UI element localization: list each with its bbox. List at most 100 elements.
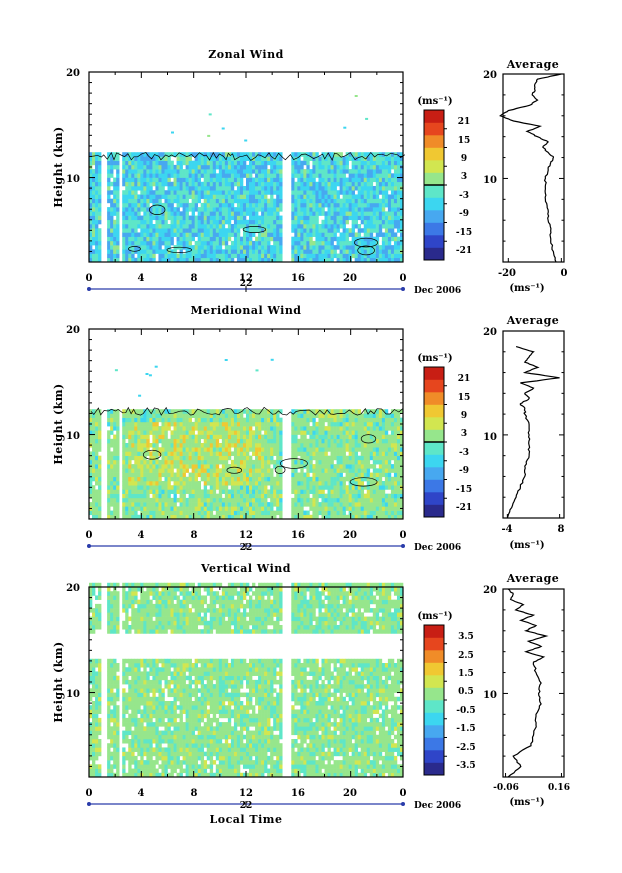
heatmap-cell (113, 434, 117, 440)
heatmap-cell (167, 198, 171, 204)
heatmap-cell (351, 472, 355, 478)
heatmap-cell (182, 232, 186, 237)
heatmap-cell (336, 228, 340, 233)
heatmap-cell (188, 413, 192, 418)
heatmap-cell (252, 443, 256, 448)
heatmap-cell (297, 409, 301, 414)
heatmap-cell (303, 472, 307, 478)
heatmap-cell (176, 464, 180, 469)
heatmap-cell (372, 468, 377, 473)
heatmap-cell (249, 409, 253, 414)
heatmap-cell (167, 240, 171, 246)
heatmap-cell (258, 417, 262, 423)
heatmap-cell (113, 510, 117, 516)
heatmap-cell (227, 510, 232, 516)
heatmap-cell (227, 451, 232, 456)
heatmap-cell (137, 489, 141, 494)
heatmap-cell (158, 502, 162, 507)
heatmap-cell (333, 493, 337, 499)
heatmap-cell (345, 245, 349, 250)
heatmap-cell (212, 497, 217, 503)
x-tick-label: 4 (138, 273, 145, 284)
heatmap-cell (212, 173, 217, 178)
heatmap-cell (276, 502, 280, 507)
heatmap-cell (291, 434, 295, 440)
heatmap-cell (131, 464, 135, 469)
heatmap-cell (258, 447, 262, 452)
heatmap-cell (188, 514, 192, 520)
heatmap-cell (381, 253, 386, 259)
heatmap-cell (224, 152, 229, 157)
heatmap-cell (297, 211, 301, 216)
heatmap-cell (122, 476, 126, 482)
heatmap-cell (236, 169, 241, 174)
heatmap-cell (315, 430, 319, 435)
colorbar-tick-label: -15 (456, 228, 472, 238)
heatmap-cell (206, 497, 211, 503)
x-tick-label: 12 (239, 273, 253, 284)
heatmap-cell (116, 506, 120, 511)
heatmap-cell (233, 211, 238, 216)
heatmap-cell (149, 430, 153, 435)
heatmap-cell (357, 455, 362, 461)
heatmap-cell (200, 249, 205, 254)
heatmap-cell (297, 493, 301, 499)
heatmap-cell (366, 240, 371, 246)
heatmap-cell (258, 207, 262, 212)
heatmap-cell (164, 160, 168, 166)
heatmap-cell (233, 489, 238, 494)
heatmap-cell (348, 434, 352, 440)
heatmap-cell (164, 464, 168, 469)
heatmap-cell (258, 173, 262, 178)
heatmap-cell (351, 451, 355, 456)
heatmap-cell (179, 236, 183, 242)
heatmap-cell (227, 489, 232, 494)
heatmap-cell (89, 245, 93, 250)
heatmap-cell (324, 224, 328, 229)
heatmap-cell (206, 451, 211, 456)
heatmap-cell (152, 177, 156, 183)
heatmap-cell (279, 202, 283, 208)
heatmap-cell (375, 502, 380, 507)
heatmap-cell (113, 481, 117, 486)
heatmap-cell (137, 169, 141, 174)
heatmap-cell (170, 169, 174, 174)
heatmap-cell (158, 169, 162, 174)
heatmap-cell (360, 451, 365, 456)
heatmap-cell (110, 417, 114, 423)
heatmap-cell (393, 506, 398, 511)
heatmap-cell (246, 514, 250, 520)
heatmap-cell (276, 447, 280, 452)
heatmap-cell (378, 485, 383, 490)
heatmap-cell (312, 173, 316, 178)
heatmap-cell (137, 430, 141, 435)
heatmap-cell (276, 459, 280, 465)
heatmap-cell (315, 426, 319, 431)
heatmap-cell (152, 160, 156, 166)
heatmap-cell (212, 485, 217, 490)
heatmap-cell (188, 257, 192, 263)
heatmap-cell (252, 451, 256, 456)
heatmap-cell (375, 202, 380, 208)
heatmap-cell (236, 481, 241, 486)
heatmap-cell (173, 207, 177, 212)
heatmap-cell (393, 249, 398, 254)
heatmap-cell (107, 510, 111, 516)
heatmap-cell (369, 211, 374, 216)
heatmap-cell (306, 160, 310, 166)
heatmap-cell (98, 459, 102, 465)
heatmap-cell (381, 211, 386, 216)
heatmap-cell (215, 447, 220, 452)
heatmap-cell (149, 464, 153, 469)
heatmap-cell (351, 455, 355, 461)
heatmap-cell (255, 228, 259, 233)
heatmap-cell (297, 413, 301, 418)
heatmap-cell (239, 455, 244, 461)
heatmap-cell (164, 438, 168, 444)
heatmap-cell (95, 409, 99, 414)
heatmap-cell (92, 430, 96, 435)
heatmap-cell (179, 455, 183, 461)
heatmap-cell (303, 426, 307, 431)
heatmap-cell (273, 426, 277, 431)
heatmap-cell (249, 186, 253, 191)
